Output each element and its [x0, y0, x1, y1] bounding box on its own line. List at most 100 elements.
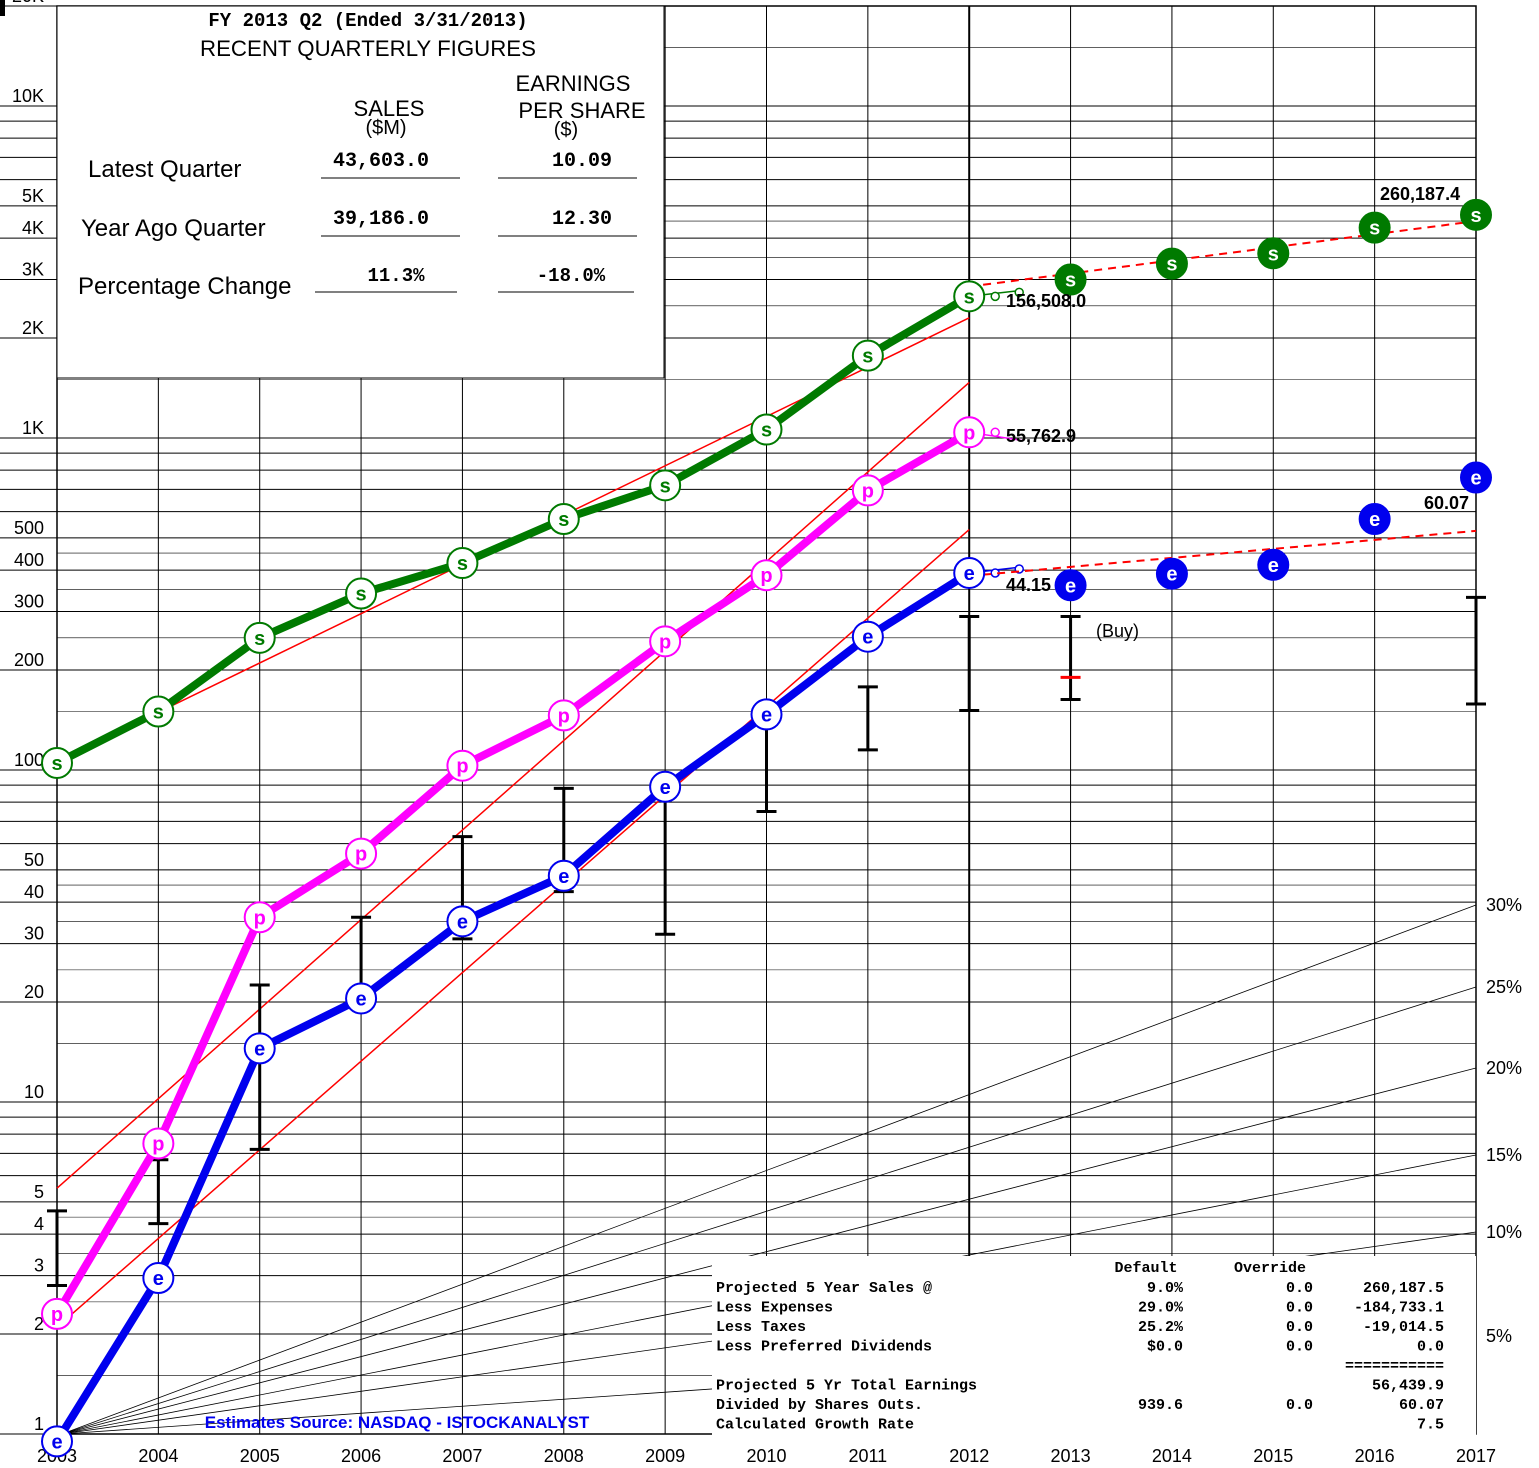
eps-marker [851, 620, 884, 653]
sales-projected-marker-letter: s [1369, 218, 1380, 240]
sales-column-header: SALES [354, 96, 425, 121]
projection-row-override: 0.0 [1286, 1300, 1313, 1317]
profit-marker [142, 1127, 175, 1160]
sales-marker [446, 547, 479, 580]
x-tick-label: 2010 [746, 1446, 786, 1466]
growth-rate-label: 15% [1486, 1145, 1522, 1165]
sales-line [55, 292, 972, 767]
y-tick-label: 20 [24, 982, 44, 1002]
sales-projected-marker-letter: s [1065, 270, 1076, 292]
profit-marker [547, 699, 580, 732]
eps-marker-letter: e [356, 988, 367, 1010]
y-tick-label: 10 [24, 1082, 44, 1102]
x-tick-label: 2009 [645, 1446, 685, 1466]
projection-row-default: $0.0 [1147, 1339, 1183, 1356]
x-tick-label: 2012 [949, 1446, 989, 1466]
sales-marker-letter: s [862, 346, 873, 368]
y-tick-label: 10K [12, 86, 44, 106]
profit-marker-letter: p [760, 565, 772, 587]
trend-line [56, 528, 970, 1328]
x-tick-label: 2004 [138, 1446, 178, 1466]
data-series [53, 220, 1477, 1444]
sales-marker [953, 280, 986, 313]
projection-table-background [712, 1256, 1476, 1436]
sales-projected-label: 260,187.4 [1380, 184, 1460, 204]
y-tick-label: 1K [22, 418, 44, 438]
projection-row-label: Calculated Growth Rate [716, 1417, 914, 1434]
eps-latest-label: 44.15 [1006, 575, 1051, 595]
data-markers: s s s s s s s s s s s s s s s p p p p p p p p p p e e e e e e e e e e e e e e e [41, 198, 1492, 1458]
profit-marker [41, 1297, 73, 1330]
projection-row-value: 260,187.5 [1363, 1280, 1444, 1297]
profit-marker [649, 625, 682, 658]
x-tick-label: 2017 [1456, 1446, 1496, 1466]
estimates-source-note: Estimates Source: NASDAQ - ISTOCKANALYST [205, 1413, 590, 1432]
eps-projected-marker [1054, 569, 1087, 602]
sales-marker-letter: s [761, 420, 772, 442]
sales-connector-dot [990, 291, 1000, 302]
eps-projected-marker-letter: e [1065, 575, 1076, 597]
growth-rate-line [61, 1067, 1477, 1435]
sales-marker-letter: s [964, 286, 975, 308]
y-tick-label: 400 [14, 550, 44, 570]
y-tick-label: 50 [24, 850, 44, 870]
projection-row-value: 7.5 [1417, 1417, 1444, 1434]
quarterly-summary-box: FY 2013 Q2 (Ended 3/31/2013) RECENT QUAR… [56, 5, 665, 379]
eps-marker [547, 859, 580, 892]
sales-projected-marker [1460, 198, 1492, 231]
annotations: 156,508.0 260,187.4 55,762.9 44.15 60.07… [1006, 184, 1469, 641]
sales-marker-letter: s [558, 509, 569, 531]
sales-marker [142, 695, 175, 728]
projection-header-override: Override [1234, 1260, 1306, 1277]
summary-box-background [56, 5, 665, 379]
eps-line [53, 569, 972, 1444]
profit-marker-letter: p [355, 844, 367, 866]
year-ago-quarter-sales: 39,186.0 [333, 208, 429, 231]
eps-projected-marker-letter: e [1470, 468, 1481, 490]
latest-quarter-label: Latest Quarter [88, 156, 241, 183]
y-tick-label: 20K [12, 0, 44, 6]
projection-row-value: -19,014.5 [1363, 1319, 1444, 1336]
eps-projected-label: 60.07 [1424, 493, 1469, 513]
eps-marker-letter: e [153, 1268, 164, 1290]
growth-rate-label: 5% [1486, 1326, 1512, 1346]
projection-header-default: Default [1114, 1260, 1177, 1277]
projection-row-override: 0.0 [1286, 1339, 1313, 1356]
sales-projected-marker-letter: s [1470, 205, 1481, 227]
profit-marker [750, 559, 783, 592]
projection-row-default: 25.2% [1138, 1319, 1184, 1336]
eps-projected-marker-letter: e [1369, 509, 1380, 531]
sales-marker [649, 469, 682, 502]
x-tick-label: 2005 [240, 1446, 280, 1466]
projection-row-default: 9.0% [1147, 1280, 1184, 1297]
sales-marker [243, 621, 276, 654]
sales-connector-dot [1014, 287, 1024, 298]
eps-marker [142, 1262, 175, 1295]
growth-rate-label: 30% [1486, 895, 1522, 915]
sales-marker-letter: s [457, 553, 468, 575]
projection-row-value: =========== [1345, 1358, 1444, 1375]
year-ago-quarter-label: Year Ago Quarter [81, 215, 266, 242]
sales-projected-marker-letter: s [1166, 254, 1177, 276]
projection-row-value: 56,439.9 [1372, 1378, 1444, 1395]
percentage-change-label: Percentage Change [78, 273, 292, 300]
y-tick-label: 300 [14, 592, 44, 612]
y-tick-label: 500 [14, 518, 44, 538]
profit-marker [345, 837, 378, 870]
sales-marker-letter: s [51, 753, 62, 775]
sales-marker [41, 746, 73, 779]
sales-marker-letter: s [153, 702, 164, 724]
eps-marker-letter: e [964, 563, 975, 585]
sales-marker [345, 577, 378, 610]
percentage-change-sales: 11.3% [367, 265, 425, 287]
profit-marker-letter: p [558, 705, 570, 727]
projection-row-label: Projected 5 Year Sales @ [716, 1280, 932, 1297]
sales-marker-letter: s [660, 475, 671, 497]
x-tick-label: 2015 [1253, 1446, 1293, 1466]
y-tick-label: 200 [14, 650, 44, 670]
x-tick-label: 2006 [341, 1446, 381, 1466]
y-tick-label: 1 [34, 1414, 44, 1434]
trend-line [56, 381, 970, 1189]
